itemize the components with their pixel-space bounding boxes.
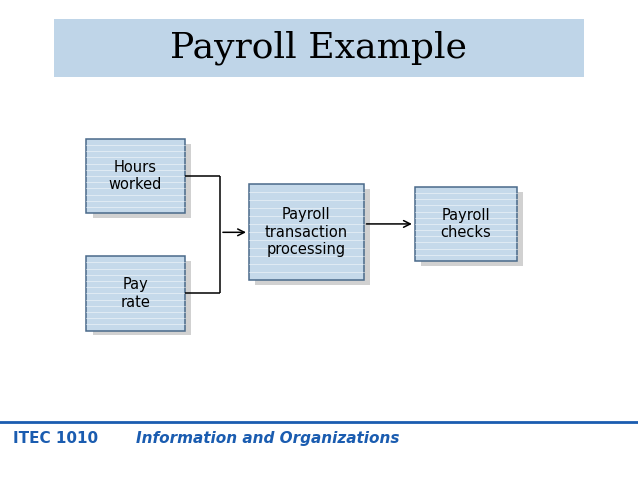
Text: Payroll
checks: Payroll checks [440, 208, 491, 240]
Text: ITEC 1010: ITEC 1010 [13, 431, 98, 446]
FancyBboxPatch shape [86, 139, 185, 213]
FancyBboxPatch shape [421, 192, 523, 266]
Text: Payroll Example: Payroll Example [170, 31, 468, 65]
Text: Information and Organizations: Information and Organizations [136, 431, 400, 446]
FancyBboxPatch shape [249, 184, 364, 280]
FancyBboxPatch shape [93, 144, 191, 218]
FancyBboxPatch shape [93, 261, 191, 335]
Text: Pay
rate: Pay rate [121, 277, 151, 309]
FancyBboxPatch shape [86, 256, 185, 331]
FancyBboxPatch shape [415, 187, 517, 261]
FancyBboxPatch shape [255, 189, 370, 285]
FancyBboxPatch shape [54, 19, 584, 77]
Text: Payroll
transaction
processing: Payroll transaction processing [265, 207, 348, 257]
Text: Hours
worked: Hours worked [109, 160, 162, 192]
